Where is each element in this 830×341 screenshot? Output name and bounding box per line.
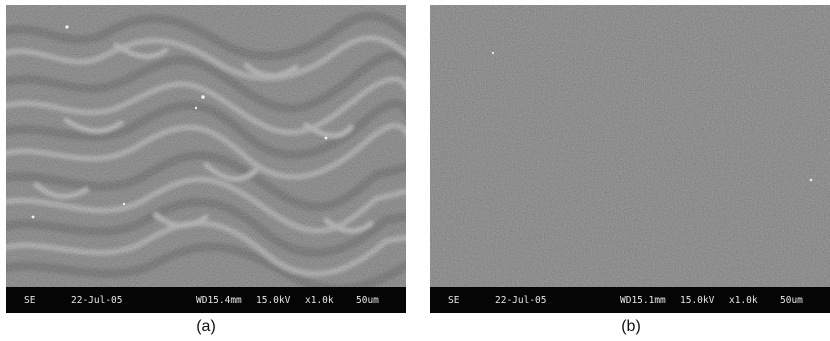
magnification: x1.0k: [305, 295, 334, 306]
detector-mode: SE: [24, 295, 36, 306]
scale-bar-label: 50um: [356, 295, 379, 306]
working-distance: WD15.1mm: [620, 295, 666, 306]
detector-mode: SE: [448, 295, 460, 306]
sem-databar: SE 22-Jul-05 WD15.1mm 15.0kV x1.0k 50um: [430, 287, 830, 313]
scale-bar-label: 50um: [780, 295, 803, 306]
accelerating-voltage: 15.0kV: [256, 295, 291, 306]
working-distance: WD15.4mm: [196, 295, 242, 306]
panel-caption-b: (b): [621, 318, 641, 335]
panel-caption-a: (a): [196, 318, 216, 335]
acquisition-date: 22-Jul-05: [495, 295, 547, 306]
sem-image-wavy-surface: [6, 5, 406, 287]
micrograph-panel-b: SE 22-Jul-05 WD15.1mm 15.0kV x1.0k 50um: [430, 5, 830, 313]
sem-databar: SE 22-Jul-05 WD15.4mm 15.0kV x1.0k 50um: [6, 287, 406, 313]
acquisition-date: 22-Jul-05: [71, 295, 123, 306]
magnification: x1.0k: [729, 295, 758, 306]
sem-image-flat-surface: [430, 5, 830, 287]
accelerating-voltage: 15.0kV: [680, 295, 715, 306]
micrograph-panel-a: SE 22-Jul-05 WD15.4mm 15.0kV x1.0k 50um: [6, 5, 406, 313]
